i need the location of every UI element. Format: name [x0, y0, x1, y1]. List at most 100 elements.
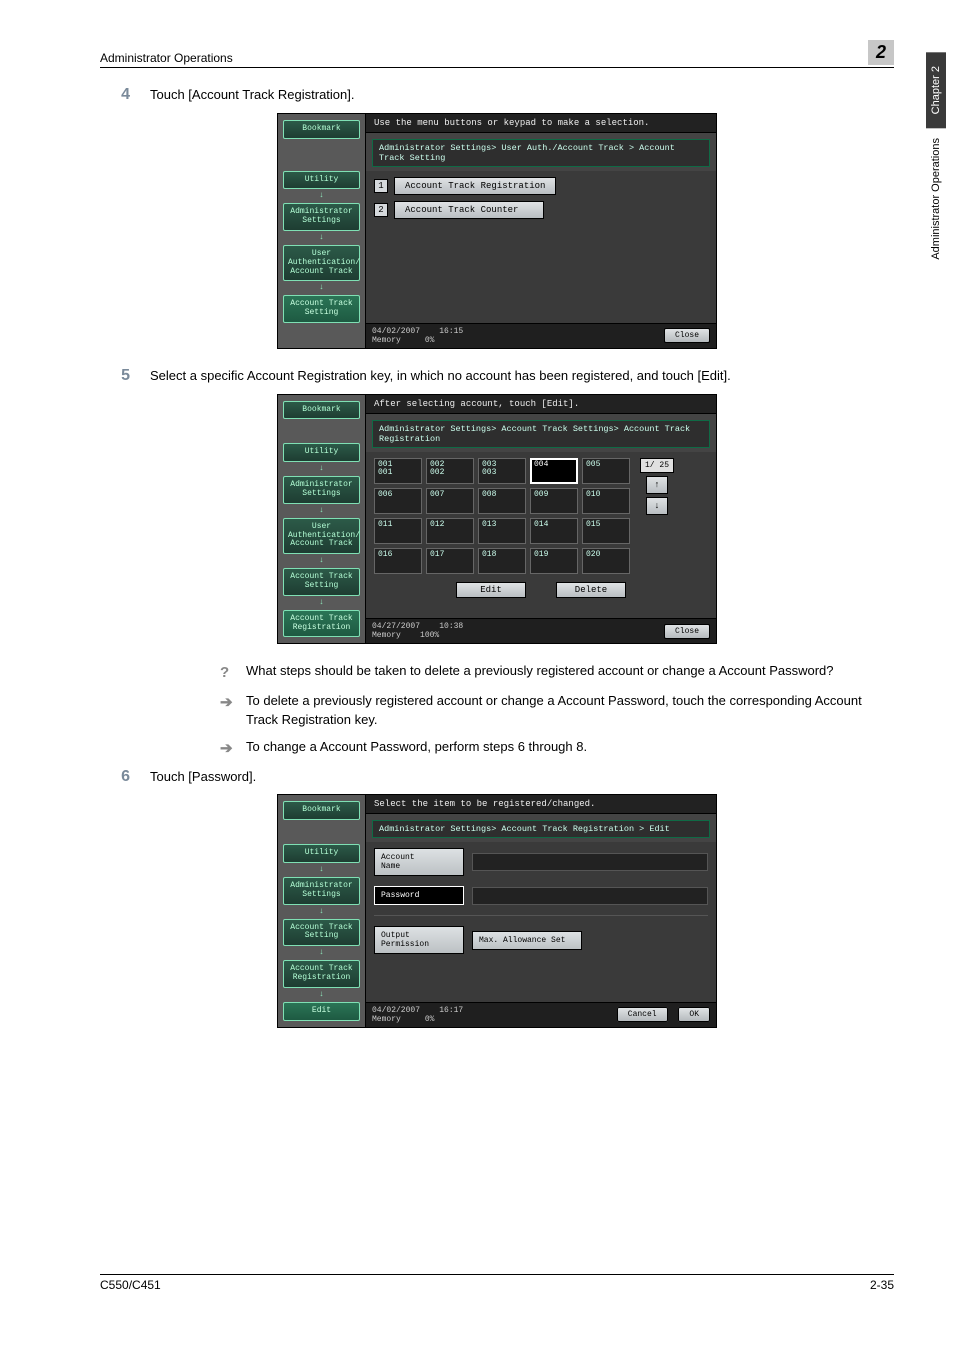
output-permission-button[interactable]: Output Permission	[374, 926, 464, 954]
delete-button[interactable]: Delete	[556, 582, 626, 598]
panel2-nav: Bookmark Utility ↓ Administrator Setting…	[278, 395, 366, 644]
step-4-text: Touch [Account Track Registration].	[150, 86, 894, 105]
status-date: 04/27/2007	[372, 622, 420, 631]
footer-right: 2-35	[870, 1278, 894, 1292]
account-track-registration-button[interactable]: Account Track Registration	[283, 610, 360, 638]
edit-nav-button[interactable]: Edit	[283, 1002, 360, 1021]
bookmark-button[interactable]: Bookmark	[283, 801, 360, 820]
close-button[interactable]: Close	[664, 624, 710, 639]
status-left: 04/27/2007 10:38 Memory 100%	[372, 622, 463, 640]
menu-number-2: 2	[374, 203, 388, 217]
cancel-button[interactable]: Cancel	[617, 1007, 668, 1022]
account-slot[interactable]: 006	[374, 488, 422, 514]
status-left: 04/02/2007 16:15 Memory 0%	[372, 327, 463, 345]
status-mem: 0%	[425, 336, 435, 345]
ok-button[interactable]: OK	[678, 1007, 710, 1022]
password-value	[472, 887, 708, 905]
account-slot[interactable]: 005	[582, 458, 630, 484]
account-slot[interactable]: 020	[582, 548, 630, 574]
account-slot[interactable]: 019	[530, 548, 578, 574]
footer-left: C550/C451	[100, 1278, 161, 1292]
account-slot[interactable]: 016	[374, 548, 422, 574]
arrow-icon: ➔	[220, 692, 236, 730]
max-allowance-button[interactable]: Max. Allowance Set	[472, 931, 582, 950]
arrow-icon: ➔	[220, 738, 236, 760]
header-left: Administrator Operations	[100, 51, 233, 65]
step-4-number: 4	[100, 86, 130, 104]
nav-arrow-icon: ↓	[283, 991, 360, 999]
user-auth-button[interactable]: User Authentication/ Account Track	[283, 518, 360, 554]
panel3-nav: Bookmark Utility ↓ Administrator Setting…	[278, 795, 366, 1026]
account-track-registration-button[interactable]: Account Track Registration	[394, 177, 556, 195]
status-mem: 0%	[425, 1015, 435, 1024]
pager: 1/ 25 ↑ ↓	[640, 458, 674, 515]
account-slot[interactable]: 014	[530, 518, 578, 544]
nav-arrow-icon: ↓	[283, 949, 360, 957]
nav-arrow-icon: ↓	[283, 192, 360, 200]
device-panel-1: Bookmark Utility ↓ Administrator Setting…	[277, 113, 717, 349]
account-slot[interactable]: 002 002	[426, 458, 474, 484]
account-slot[interactable]: 017	[426, 548, 474, 574]
bookmark-button[interactable]: Bookmark	[283, 401, 360, 420]
account-track-registration-button[interactable]: Account Track Registration	[283, 960, 360, 988]
account-slot[interactable]: 001 001	[374, 458, 422, 484]
step-5-number: 5	[100, 367, 130, 385]
utility-button[interactable]: Utility	[283, 844, 360, 863]
utility-button[interactable]: Utility	[283, 171, 360, 190]
menu-number-1: 1	[374, 179, 388, 193]
account-name-value	[472, 853, 708, 871]
account-slot[interactable]: 011	[374, 518, 422, 544]
page-down-button[interactable]: ↓	[646, 497, 668, 515]
panel3-breadcrumb: Administrator Settings> Account Track Re…	[372, 820, 710, 838]
user-auth-button[interactable]: User Authentication/ Account Track	[283, 245, 360, 281]
account-slot[interactable]: 018	[478, 548, 526, 574]
account-slot[interactable]: 003 003	[478, 458, 526, 484]
step-5-text: Select a specific Account Registration k…	[150, 367, 894, 386]
panel1-breadcrumb: Administrator Settings> User Auth./Accou…	[372, 139, 710, 167]
status-mem-label: Memory	[372, 336, 401, 345]
account-track-setting-button[interactable]: Account Track Setting	[283, 919, 360, 947]
question-icon: ?	[220, 662, 236, 684]
status-time: 16:17	[439, 1006, 463, 1015]
step-6-number: 6	[100, 768, 130, 786]
password-button[interactable]: Password	[374, 886, 464, 905]
nav-arrow-icon: ↓	[283, 507, 360, 515]
status-time: 10:38	[439, 622, 463, 631]
account-slot[interactable]: 007	[426, 488, 474, 514]
device-panel-2: Bookmark Utility ↓ Administrator Setting…	[277, 394, 717, 645]
header-right: 2	[868, 40, 894, 65]
account-slot[interactable]: 009	[530, 488, 578, 514]
device-panel-3: Bookmark Utility ↓ Administrator Setting…	[277, 794, 717, 1027]
separator	[374, 915, 708, 916]
page-indicator: 1/ 25	[640, 458, 674, 473]
panel1-message: Use the menu buttons or keypad to make a…	[366, 114, 716, 133]
nav-arrow-icon: ↓	[283, 465, 360, 473]
nav-arrow-icon: ↓	[283, 866, 360, 874]
account-name-button[interactable]: Account Name	[374, 848, 464, 876]
account-slot[interactable]: 004	[530, 458, 578, 484]
account-slot[interactable]: 015	[582, 518, 630, 544]
account-slot[interactable]: 010	[582, 488, 630, 514]
bookmark-button[interactable]: Bookmark	[283, 120, 360, 139]
note-answer-2: To change a Account Password, perform st…	[246, 738, 587, 760]
nav-arrow-icon: ↓	[283, 557, 360, 565]
account-slot[interactable]: 013	[478, 518, 526, 544]
note-question: What steps should be taken to delete a p…	[246, 662, 834, 684]
utility-button[interactable]: Utility	[283, 443, 360, 462]
account-slot[interactable]: 008	[478, 488, 526, 514]
account-slot[interactable]: 012	[426, 518, 474, 544]
close-button[interactable]: Close	[664, 328, 710, 343]
status-time: 16:15	[439, 327, 463, 336]
admin-settings-button[interactable]: Administrator Settings	[283, 877, 360, 905]
nav-arrow-icon: ↓	[283, 599, 360, 607]
page-up-button[interactable]: ↑	[646, 476, 668, 494]
admin-settings-button[interactable]: Administrator Settings	[283, 203, 360, 231]
account-track-counter-button[interactable]: Account Track Counter	[394, 201, 544, 219]
nav-arrow-icon: ↓	[283, 908, 360, 916]
panel3-message: Select the item to be registered/changed…	[366, 795, 716, 814]
edit-button[interactable]: Edit	[456, 582, 526, 598]
account-track-setting-button[interactable]: Account Track Setting	[283, 568, 360, 596]
account-track-setting-button[interactable]: Account Track Setting	[283, 295, 360, 323]
note-answer-1: To delete a previously registered accoun…	[246, 692, 894, 730]
admin-settings-button[interactable]: Administrator Settings	[283, 476, 360, 504]
